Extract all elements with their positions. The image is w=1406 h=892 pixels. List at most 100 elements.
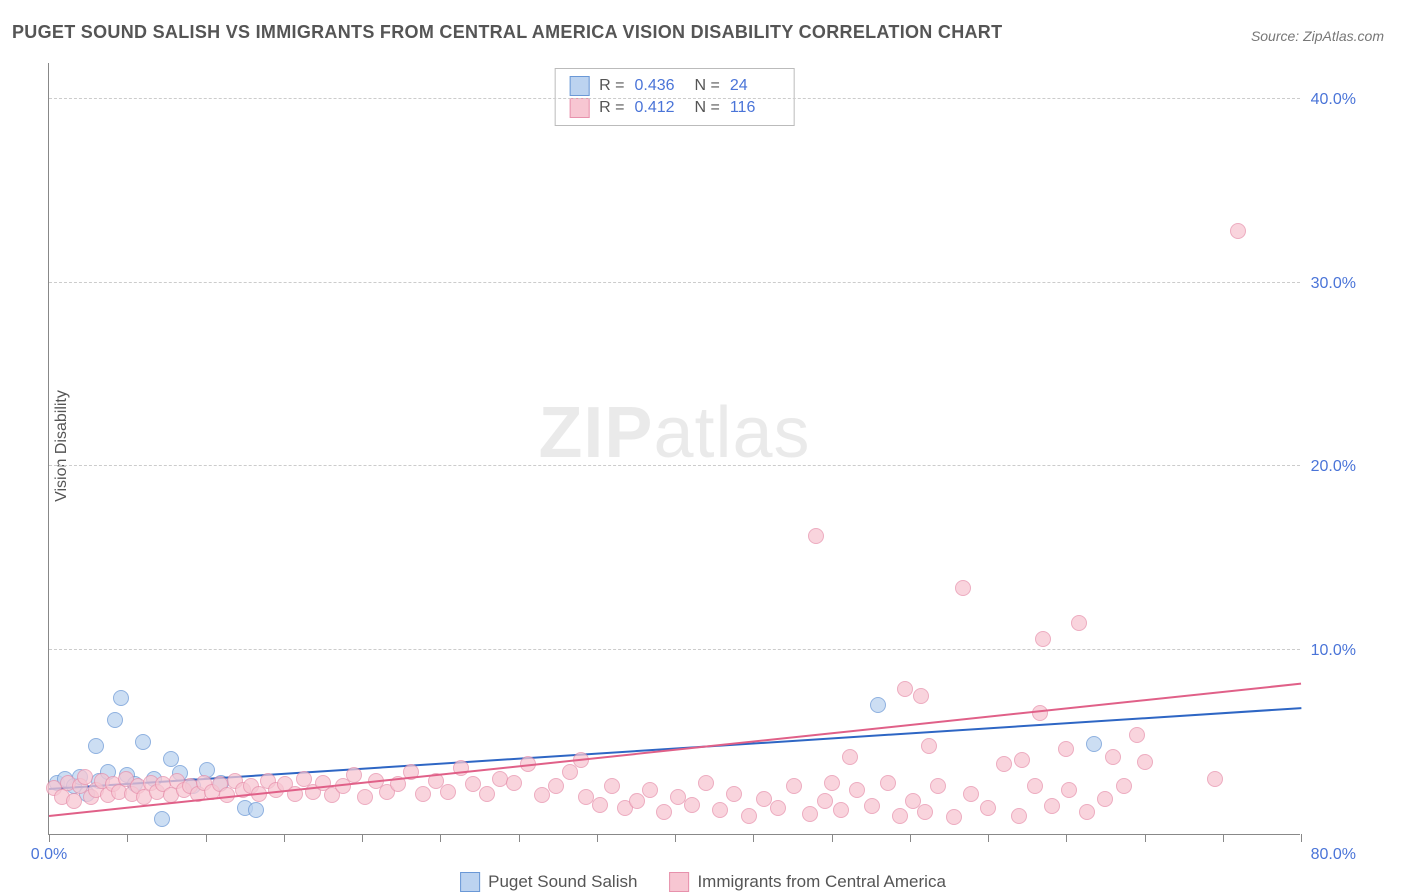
source-citation: Source: ZipAtlas.com — [1251, 28, 1384, 44]
data-point — [548, 778, 564, 794]
stats-row-immigrants: R = 0.412 N = 116 — [569, 97, 780, 119]
x-tick — [753, 834, 754, 842]
data-point — [1105, 749, 1121, 765]
data-point — [1014, 752, 1030, 768]
x-tick — [988, 834, 989, 842]
data-point — [154, 811, 170, 827]
data-point — [440, 784, 456, 800]
data-point — [415, 786, 431, 802]
data-point — [897, 681, 913, 697]
data-point — [534, 787, 550, 803]
gridline — [49, 98, 1300, 99]
data-point — [248, 802, 264, 818]
data-point — [1061, 782, 1077, 798]
data-point — [1027, 778, 1043, 794]
data-point — [741, 808, 757, 824]
y-tick-label: 20.0% — [1311, 458, 1356, 476]
data-point — [604, 778, 620, 794]
data-point — [1079, 804, 1095, 820]
swatch-pink-icon — [569, 98, 589, 118]
x-tick — [1066, 834, 1067, 842]
x-tick — [832, 834, 833, 842]
data-point — [770, 800, 786, 816]
data-point — [880, 775, 896, 791]
data-point — [357, 789, 373, 805]
series-legend: Puget Sound Salish Immigrants from Centr… — [460, 872, 946, 892]
x-tick — [127, 834, 128, 842]
x-tick — [440, 834, 441, 842]
data-point — [1129, 727, 1145, 743]
data-point — [107, 712, 123, 728]
x-tick — [597, 834, 598, 842]
y-tick-label: 30.0% — [1311, 275, 1356, 293]
data-point — [802, 806, 818, 822]
data-point — [479, 786, 495, 802]
data-point — [864, 798, 880, 814]
swatch-blue-icon — [460, 872, 480, 892]
legend-label: Puget Sound Salish — [488, 872, 637, 892]
data-point — [921, 738, 937, 754]
data-point — [1058, 741, 1074, 757]
x-tick — [49, 834, 50, 842]
data-point — [1011, 808, 1027, 824]
data-point — [135, 734, 151, 750]
data-point — [930, 778, 946, 794]
data-point — [698, 775, 714, 791]
x-tick — [1223, 834, 1224, 842]
data-point — [946, 809, 962, 825]
x-tick — [284, 834, 285, 842]
data-point — [1071, 615, 1087, 631]
data-point — [1086, 736, 1102, 752]
swatch-pink-icon — [669, 872, 689, 892]
data-point — [1035, 631, 1051, 647]
plot-area: ZIPatlas R = 0.436 N = 24 R = 0.412 N = … — [48, 63, 1300, 835]
x-tick — [519, 834, 520, 842]
data-point — [712, 802, 728, 818]
data-point — [1044, 798, 1060, 814]
data-point — [506, 775, 522, 791]
gridline — [49, 649, 1300, 650]
x-tick — [910, 834, 911, 842]
data-point — [1116, 778, 1132, 794]
data-point — [955, 580, 971, 596]
data-point — [88, 738, 104, 754]
x-tick — [1301, 834, 1302, 842]
y-tick-label: 10.0% — [1311, 642, 1356, 660]
data-point — [980, 800, 996, 816]
chart-title: PUGET SOUND SALISH VS IMMIGRANTS FROM CE… — [12, 22, 1002, 43]
swatch-blue-icon — [569, 76, 589, 96]
x-tick — [206, 834, 207, 842]
data-point — [1230, 223, 1246, 239]
data-point — [113, 690, 129, 706]
gridline — [49, 465, 1300, 466]
data-point — [346, 767, 362, 783]
x-tick — [362, 834, 363, 842]
x-tick — [1145, 834, 1146, 842]
legend-label: Immigrants from Central America — [697, 872, 945, 892]
data-point — [726, 786, 742, 802]
data-point — [629, 793, 645, 809]
x-tick — [675, 834, 676, 842]
data-point — [917, 804, 933, 820]
data-point — [808, 528, 824, 544]
data-point — [1137, 754, 1153, 770]
data-point — [842, 749, 858, 765]
x-tick-label: 0.0% — [31, 846, 67, 864]
y-tick-label: 40.0% — [1311, 91, 1356, 109]
data-point — [684, 797, 700, 813]
data-point — [833, 802, 849, 818]
data-point — [817, 793, 833, 809]
data-point — [786, 778, 802, 794]
data-point — [849, 782, 865, 798]
legend-item-puget: Puget Sound Salish — [460, 872, 637, 892]
legend-item-immigrants: Immigrants from Central America — [669, 872, 945, 892]
data-point — [870, 697, 886, 713]
gridline — [49, 282, 1300, 283]
stats-row-puget: R = 0.436 N = 24 — [569, 75, 780, 97]
data-point — [1097, 791, 1113, 807]
data-point — [1207, 771, 1223, 787]
watermark: ZIPatlas — [538, 392, 810, 474]
data-point — [656, 804, 672, 820]
data-point — [66, 793, 82, 809]
data-point — [963, 786, 979, 802]
